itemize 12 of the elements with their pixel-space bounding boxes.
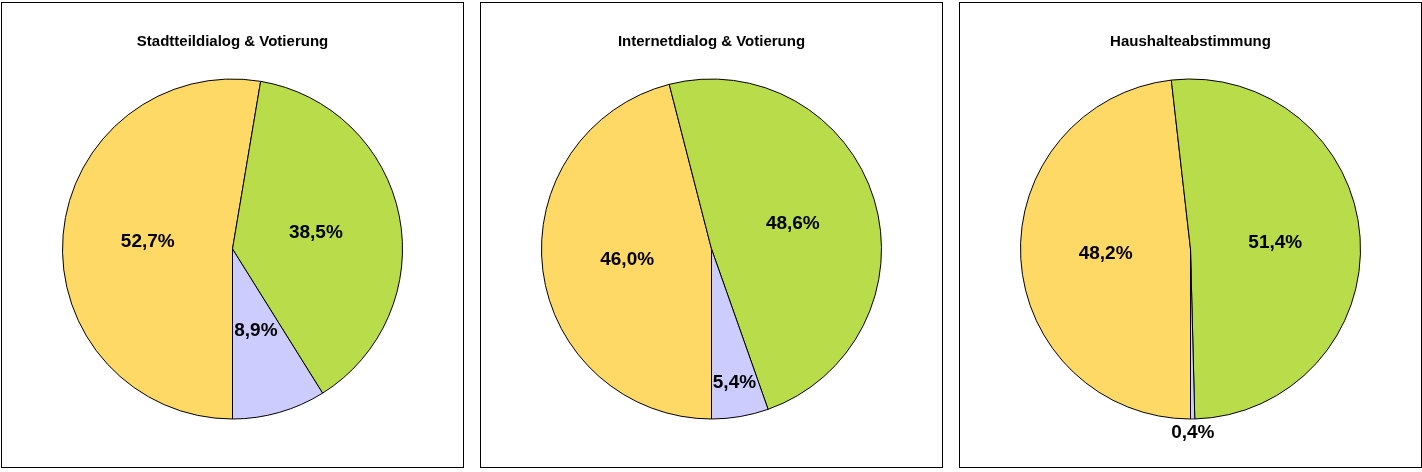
chart-title: Internetdialog & Votierung	[617, 32, 806, 50]
data-label: 8,9%	[234, 318, 278, 340]
data-label: 5,4%	[712, 371, 757, 393]
data-label: 51,4%	[1248, 231, 1303, 253]
chart-title: Stadtteildialog & Votierung	[136, 32, 329, 50]
chart-title: Haushalteabstimmung	[1110, 32, 1271, 50]
data-label: 48,2%	[1078, 242, 1133, 264]
data-label: 48,6%	[765, 212, 820, 234]
data-label: 38,5%	[288, 220, 343, 242]
data-label: 52,7%	[120, 230, 175, 252]
data-label: 46,0%	[600, 247, 655, 269]
data-label: 0,4%	[1171, 421, 1215, 443]
